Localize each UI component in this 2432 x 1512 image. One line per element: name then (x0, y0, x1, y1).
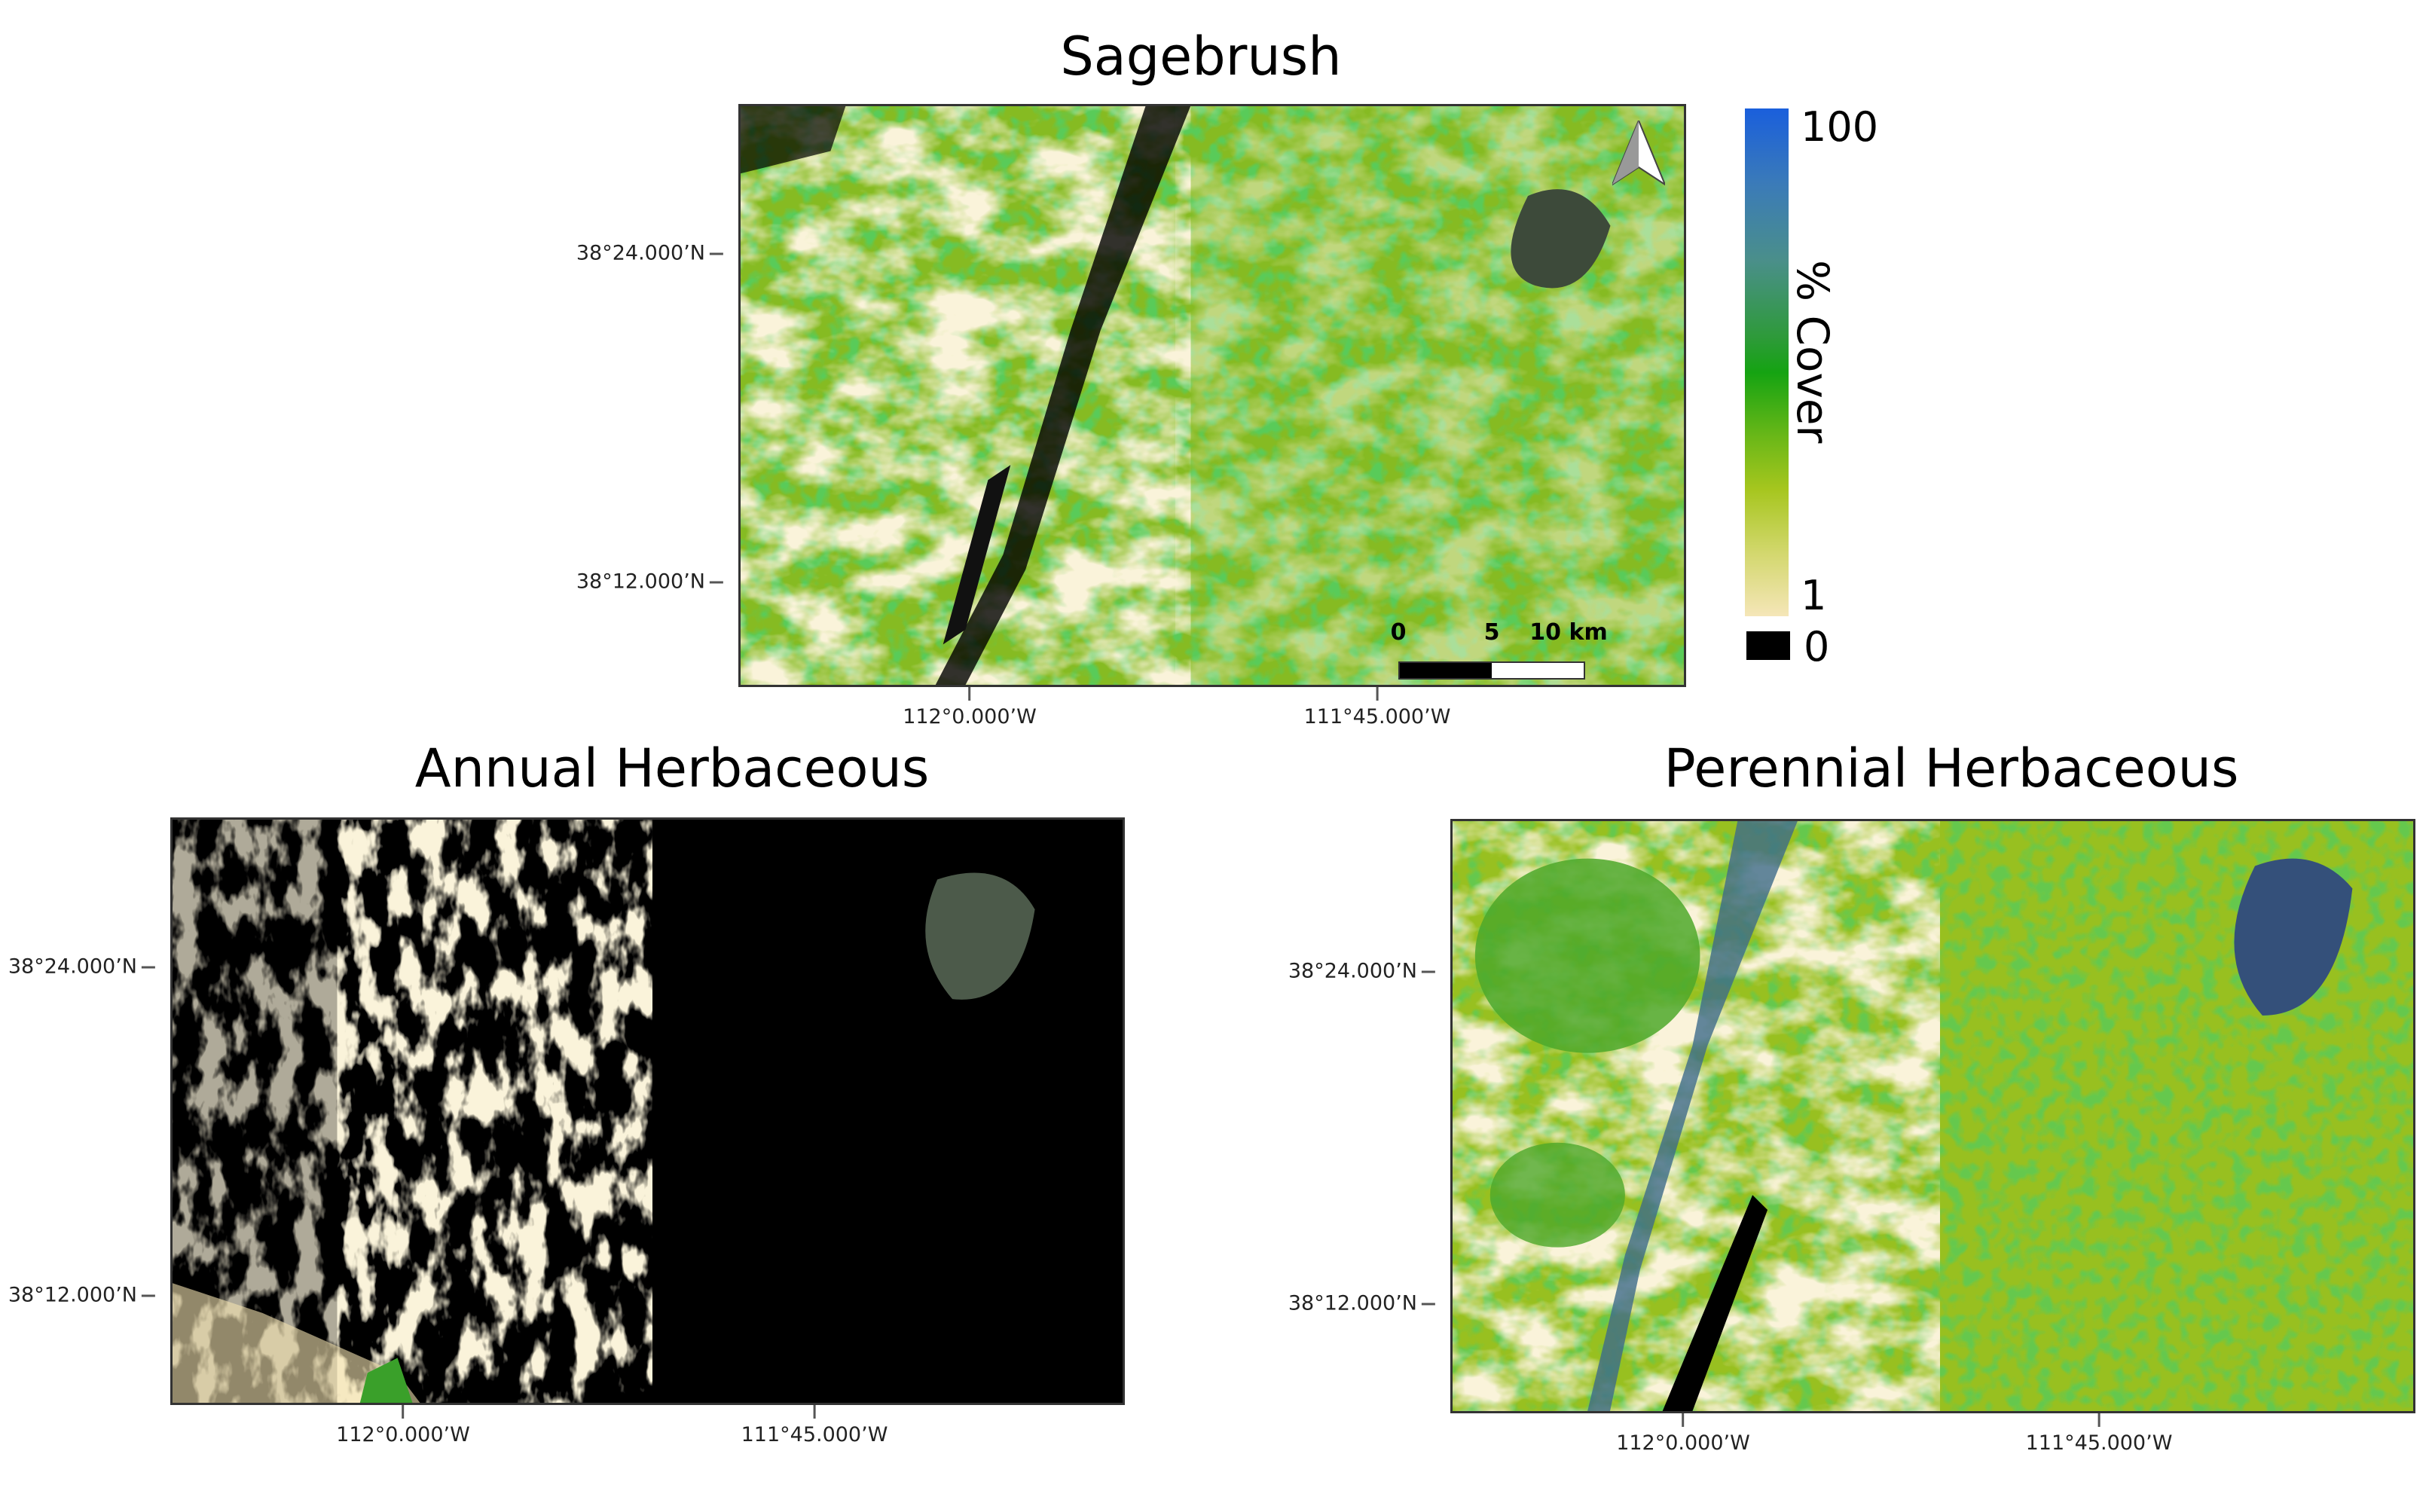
map-annual-herbaceous (170, 817, 1125, 1405)
lon-tick: 111°45.000’W (741, 1405, 888, 1446)
lon-tick: 111°45.000’W (2026, 1413, 2173, 1455)
lat-tick: 38°24.000’N (576, 242, 723, 265)
lat-tick: 38°12.000’N (8, 1284, 155, 1307)
colorbar (1745, 108, 1789, 616)
lat-tick: 38°24.000’N (1288, 960, 1435, 983)
lat-tick: 38°24.000’N (8, 955, 155, 979)
scale-tick: 0 (1390, 619, 1407, 646)
map-perennial-herbaceous (1450, 819, 2415, 1413)
panel-title-annual-herbaceous: Annual Herbaceous (414, 738, 930, 799)
lon-tick: 112°0.000’W (336, 1405, 470, 1446)
lon-tick: 112°0.000’W (1616, 1413, 1750, 1455)
colorbar-zero-label: 0 (1804, 623, 1830, 670)
panel-title-sagebrush: Sagebrush (1060, 26, 1342, 87)
lon-tick: 112°0.000’W (903, 687, 1037, 729)
map-sagebrush (738, 104, 1686, 687)
lon-tick: 111°45.000’W (1304, 687, 1451, 729)
lat-tick: 38°12.000’N (576, 570, 723, 594)
north-arrow-icon (1612, 121, 1665, 186)
scale-tick: 10 km (1529, 619, 1608, 646)
colorbar-min-label: 1 (1801, 572, 1827, 619)
panel-title-perennial-herbaceous: Perennial Herbaceous (1664, 738, 2239, 799)
scale-tick: 5 (1483, 619, 1500, 646)
lat-tick: 38°12.000’N (1288, 1292, 1435, 1315)
scale-bar-graphic (1398, 661, 1585, 680)
zero-swatch (1746, 631, 1790, 660)
colorbar-title: % Cover (1787, 260, 1838, 444)
colorbar-max-label: 100 (1801, 103, 1879, 151)
